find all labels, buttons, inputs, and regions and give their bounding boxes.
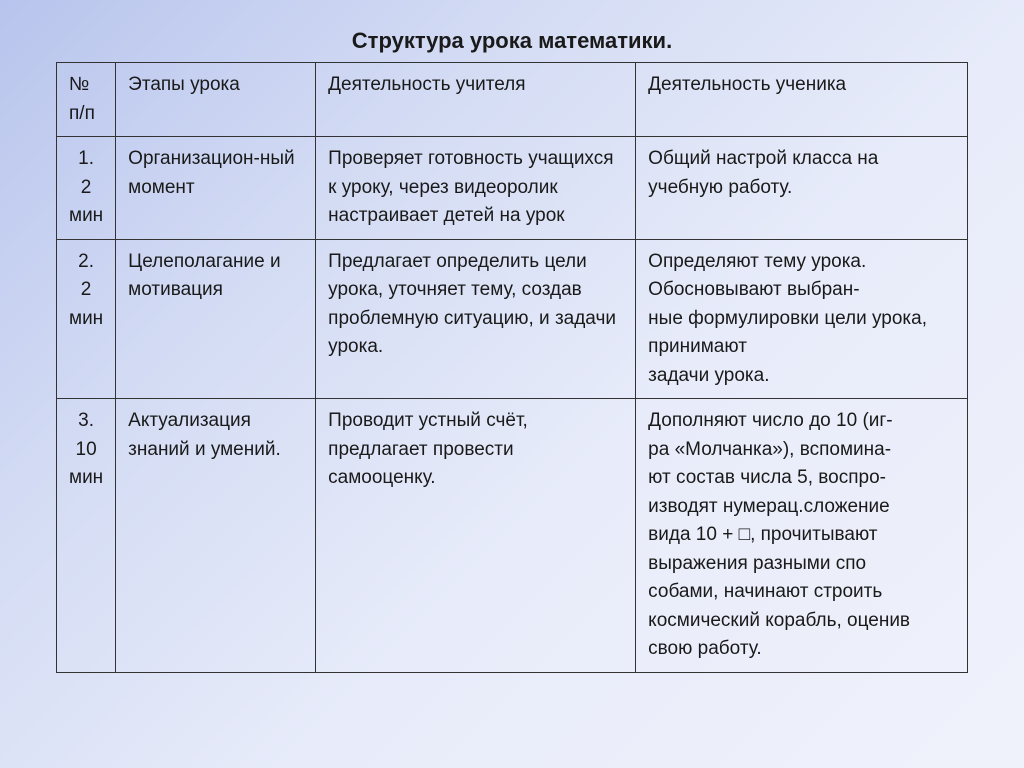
cell-stage: Актуализация знаний и умений. <box>116 399 316 673</box>
cell-student: Дополняют число до 10 (иг-ра «Молчанка»)… <box>636 399 968 673</box>
cell-stage: Целеполагание и мотивация <box>116 239 316 399</box>
cell-student: Общий настрой класса на учебную работу. <box>636 137 968 240</box>
row-number: 2. <box>69 248 103 277</box>
cell-student: Определяют тему урока. Обосновывают выбр… <box>636 239 968 399</box>
row-number: 3. <box>69 407 103 436</box>
row-duration-unit: мин <box>69 305 103 334</box>
table-row: 3. 10 мин Актуализация знаний и умений. … <box>57 399 968 673</box>
cell-teacher: Проверяет готовность учащихся к уроку, ч… <box>316 137 636 240</box>
row-duration-unit: мин <box>69 202 103 231</box>
page-title: Структура урока математики. <box>56 28 968 54</box>
col-header-stage: Этапы урока <box>116 63 316 137</box>
cell-num: 3. 10 мин <box>57 399 116 673</box>
col-header-student: Деятельность ученика <box>636 63 968 137</box>
row-duration-value: 2 <box>69 276 103 305</box>
cell-num: 1. 2 мин <box>57 137 116 240</box>
row-number: 1. <box>69 145 103 174</box>
lesson-structure-table: № п/п Этапы урока Деятельность учителя Д… <box>56 62 968 673</box>
row-duration-value: 10 <box>69 436 103 465</box>
cell-num: 2. 2 мин <box>57 239 116 399</box>
table-row: 2. 2 мин Целеполагание и мотивация Предл… <box>57 239 968 399</box>
table-row: 1. 2 мин Организацион-ный момент Проверя… <box>57 137 968 240</box>
cell-teacher: Проводит устный счёт, предлагает провест… <box>316 399 636 673</box>
cell-teacher: Предлагает определить цели урока, уточня… <box>316 239 636 399</box>
table-header-row: № п/п Этапы урока Деятельность учителя Д… <box>57 63 968 137</box>
row-duration-unit: мин <box>69 464 103 493</box>
cell-stage: Организацион-ный момент <box>116 137 316 240</box>
row-duration-value: 2 <box>69 174 103 203</box>
col-header-teacher: Деятельность учителя <box>316 63 636 137</box>
col-header-num: № п/п <box>57 63 116 137</box>
